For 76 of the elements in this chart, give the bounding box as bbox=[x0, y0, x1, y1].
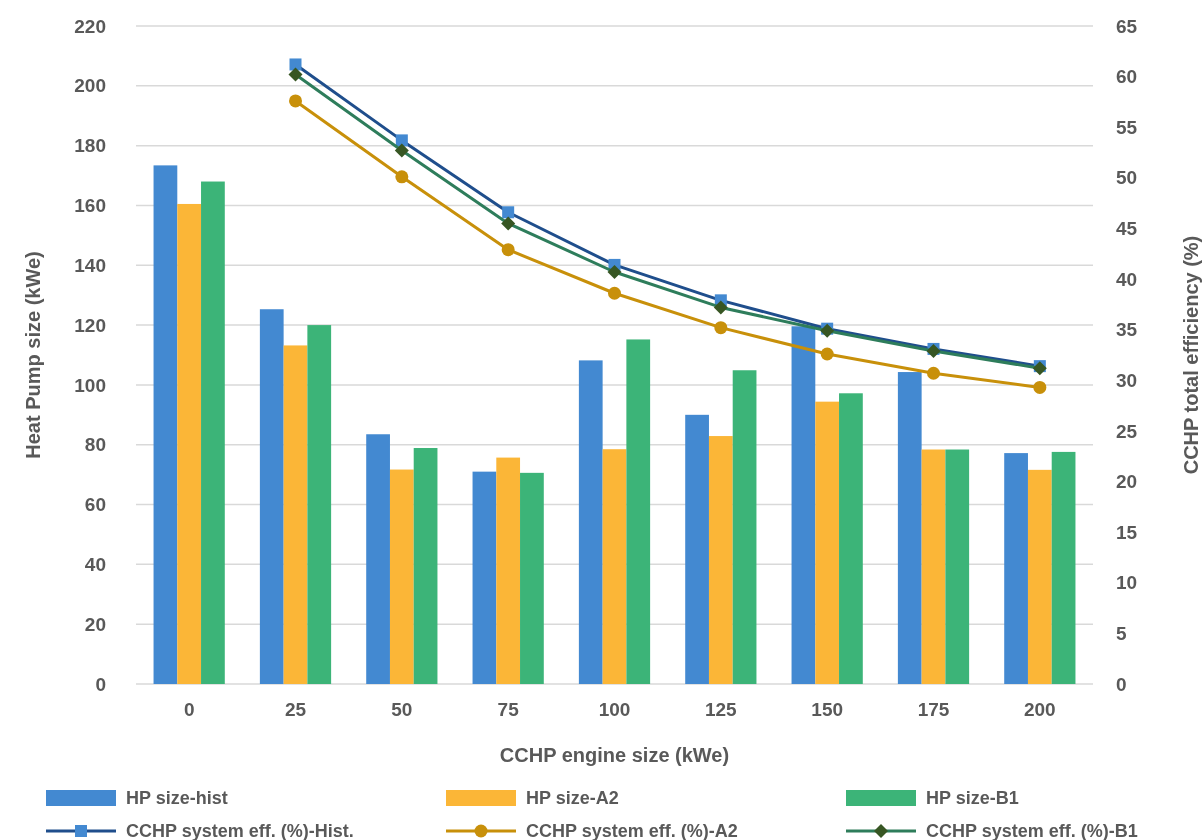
point bbox=[927, 366, 940, 380]
x-tick-label: 150 bbox=[811, 699, 844, 720]
bar bbox=[945, 449, 970, 684]
y-tick-label: 0 bbox=[95, 673, 106, 695]
bar bbox=[1004, 453, 1028, 684]
x-tick-label: 175 bbox=[917, 699, 950, 720]
bar bbox=[389, 469, 414, 684]
bar bbox=[791, 326, 816, 684]
bar bbox=[1051, 451, 1076, 684]
bar bbox=[177, 203, 202, 684]
legend-label: HP size-A2 bbox=[526, 788, 619, 809]
x-tick-label: 125 bbox=[704, 699, 738, 720]
point bbox=[1033, 380, 1047, 394]
y2-tick-label: 15 bbox=[1116, 521, 1138, 543]
bar bbox=[732, 370, 757, 684]
y-tick-label: 180 bbox=[74, 135, 106, 157]
y2-tick-label: 25 bbox=[1116, 420, 1138, 442]
x-tick-label: 0 bbox=[183, 699, 195, 720]
bar bbox=[578, 360, 603, 684]
y-tick-label: 120 bbox=[74, 314, 106, 336]
bar bbox=[602, 449, 627, 684]
bar bbox=[897, 372, 922, 684]
x-tick-label: 75 bbox=[497, 699, 520, 720]
y2-tick-label: 50 bbox=[1116, 167, 1138, 189]
x-tick-label: 200 bbox=[1023, 699, 1056, 720]
legend-label: HP size-hist bbox=[126, 788, 228, 809]
legend-label: HP size-B1 bbox=[926, 788, 1019, 809]
y-tick-label: 160 bbox=[74, 195, 106, 217]
y2-tick-label: 55 bbox=[1116, 116, 1138, 138]
y2-tick-label: 30 bbox=[1116, 369, 1138, 391]
point bbox=[289, 94, 302, 108]
bar bbox=[413, 448, 438, 684]
y-tick-label: 220 bbox=[74, 15, 106, 37]
point bbox=[395, 170, 409, 184]
y2-tick-label: 5 bbox=[1116, 623, 1127, 645]
x-tick-label: 25 bbox=[284, 699, 307, 720]
point bbox=[501, 243, 515, 257]
bar bbox=[708, 436, 733, 684]
bar bbox=[626, 339, 651, 684]
bar bbox=[307, 325, 332, 684]
y2-tick-label: 35 bbox=[1116, 319, 1138, 341]
y2-tick-label: 45 bbox=[1116, 218, 1138, 240]
bar bbox=[685, 414, 709, 684]
bar bbox=[520, 472, 544, 684]
y2-tick-label: 40 bbox=[1116, 268, 1138, 290]
y2-tick-label: 60 bbox=[1116, 66, 1138, 88]
point bbox=[608, 286, 621, 300]
x-tick-label: 100 bbox=[598, 699, 631, 720]
bar bbox=[259, 309, 284, 684]
bar bbox=[839, 393, 863, 684]
y-tick-label: 140 bbox=[74, 254, 106, 276]
y2-tick-label: 65 bbox=[1116, 15, 1138, 37]
bar bbox=[472, 471, 497, 684]
point bbox=[820, 347, 834, 361]
bar bbox=[153, 165, 178, 684]
y-tick-label: 60 bbox=[84, 494, 106, 516]
y-tick-label: 80 bbox=[84, 434, 106, 456]
y2-tick-label: 0 bbox=[1116, 673, 1127, 695]
y2-tick-label: 10 bbox=[1116, 572, 1138, 594]
x-tick-label: 50 bbox=[391, 699, 413, 720]
y-tick-label: 200 bbox=[74, 75, 106, 97]
y-tick-label: 100 bbox=[74, 374, 106, 396]
y-tick-label: 20 bbox=[84, 613, 106, 635]
y-axis-title: Heat Pump size (kWe) bbox=[22, 251, 44, 459]
point bbox=[714, 321, 728, 335]
bar bbox=[283, 345, 308, 684]
bar bbox=[496, 457, 521, 684]
x-axis-title: CCHP engine size (kWe) bbox=[499, 744, 730, 766]
bar bbox=[366, 434, 390, 684]
bar bbox=[1027, 469, 1052, 684]
bar bbox=[815, 401, 840, 684]
y2-tick-label: 20 bbox=[1116, 471, 1138, 493]
y2-axis-title: CCHP total efficiency (%) bbox=[1180, 235, 1202, 475]
bar bbox=[921, 449, 946, 684]
y-tick-label: 40 bbox=[84, 554, 106, 576]
bar bbox=[201, 181, 225, 684]
